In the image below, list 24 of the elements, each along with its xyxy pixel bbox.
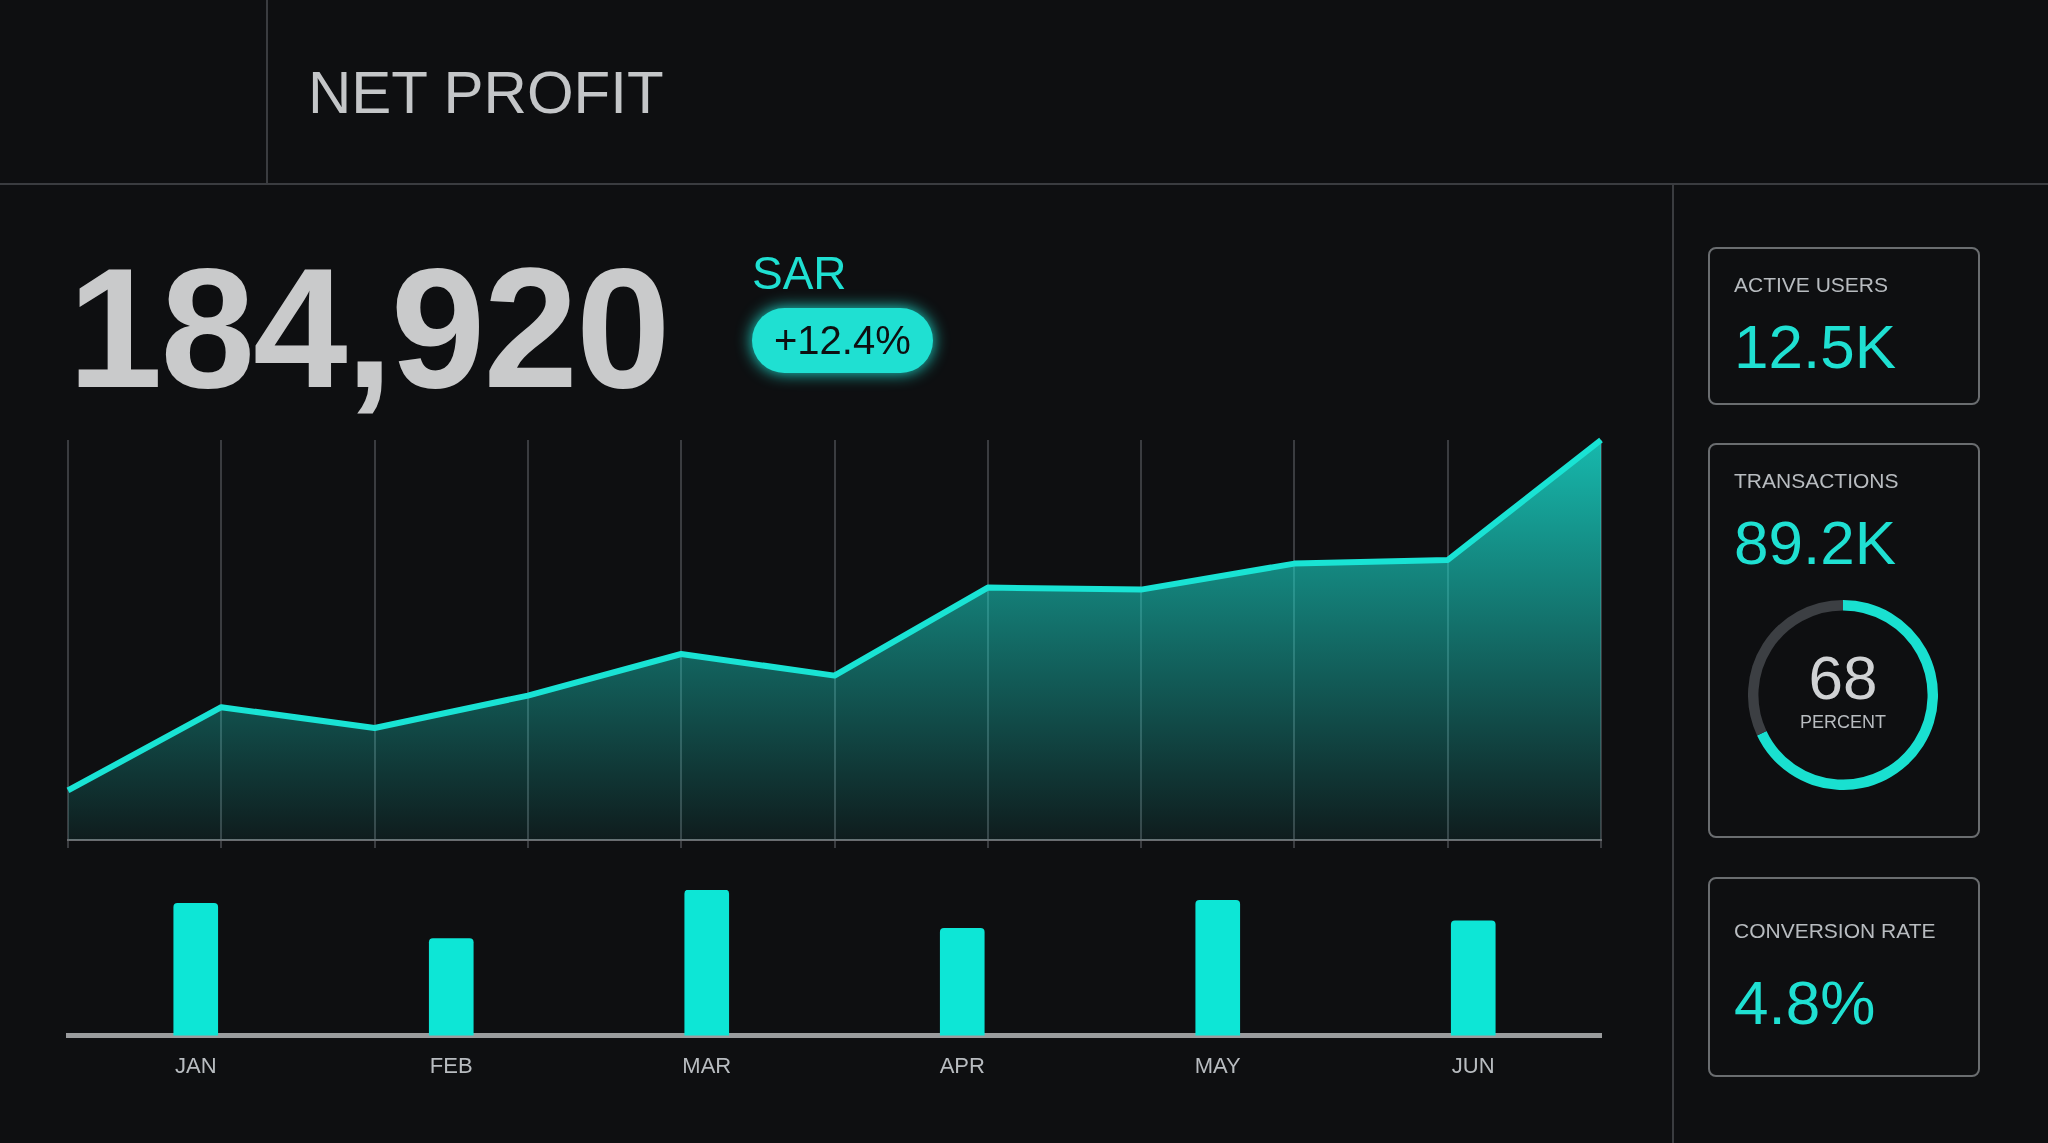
text: 12.5K bbox=[1734, 311, 1897, 382]
x-tick-label: MAR bbox=[682, 1052, 732, 1078]
text: ACTIVE USERS bbox=[1734, 273, 1889, 297]
text: +12.4% bbox=[752, 308, 933, 373]
text: 68 bbox=[1807, 642, 1879, 713]
x-tick-label: MAY bbox=[1194, 1052, 1242, 1078]
bar bbox=[428, 938, 474, 1036]
text: 4.8% bbox=[1734, 967, 1876, 1038]
bar bbox=[1195, 900, 1241, 1036]
bar bbox=[173, 902, 219, 1036]
text: 184,920 bbox=[68, 232, 669, 425]
x-tick-label: JUN bbox=[1451, 1052, 1495, 1078]
x-tick-label: APR bbox=[939, 1052, 985, 1078]
text: SAR bbox=[752, 246, 847, 300]
bar bbox=[684, 890, 730, 1036]
bar bbox=[1450, 920, 1496, 1036]
x-tick-label: JAN bbox=[174, 1052, 217, 1078]
text: CONVERSION RATE bbox=[1734, 919, 1936, 943]
x-tick-label: FEB bbox=[429, 1052, 473, 1078]
text: TRANSACTIONS bbox=[1734, 469, 1899, 493]
bar bbox=[939, 927, 985, 1036]
text: PERCENT bbox=[1799, 712, 1887, 733]
chart-title: NET PROFIT bbox=[308, 58, 664, 127]
text: 89.2K bbox=[1734, 507, 1897, 578]
